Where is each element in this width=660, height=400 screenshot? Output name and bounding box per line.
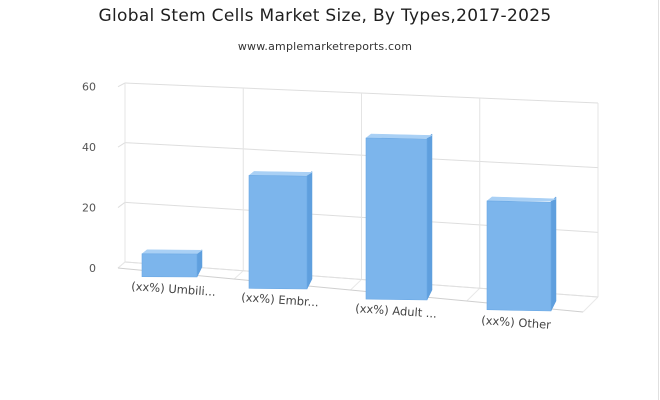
y-tick-label: 40: [82, 141, 96, 154]
chart-subtitle: www.amplemarketreports.com: [237, 40, 413, 53]
side-gridline: [117, 82, 126, 88]
bar: [365, 137, 428, 301]
bar-top: [141, 249, 203, 255]
x-tick-label: (xx%) Embr...: [241, 290, 319, 309]
y-tick-label: 20: [82, 202, 96, 215]
x-tick-label: (xx%) Other: [481, 313, 552, 332]
bar-top: [486, 196, 557, 202]
floor-divider: [350, 279, 362, 291]
frame-divider: [658, 0, 659, 400]
bar: [141, 253, 198, 278]
x-tick-label: (xx%) Umbili...: [131, 279, 216, 299]
bar-side: [426, 133, 433, 301]
chart-title: Global Stem Cells Market Size, By Types,…: [98, 6, 552, 26]
bar-side: [196, 249, 203, 278]
side-gridline: [117, 142, 126, 148]
floor-divider: [582, 296, 599, 313]
x-tick-label: (xx%) Adult ...: [355, 301, 438, 321]
bar-side: [550, 196, 557, 312]
floor-divider: [466, 287, 481, 302]
bar: [248, 175, 308, 290]
bar-top: [365, 133, 433, 139]
floor-divider: [233, 270, 244, 280]
bar: [486, 200, 552, 312]
bar-top: [248, 171, 313, 176]
side-gridline: [117, 201, 126, 208]
bar-side: [306, 170, 313, 290]
y-tick-label: 0: [89, 262, 96, 275]
y-tick-label: 60: [82, 81, 96, 94]
floor-divider: [117, 261, 126, 269]
